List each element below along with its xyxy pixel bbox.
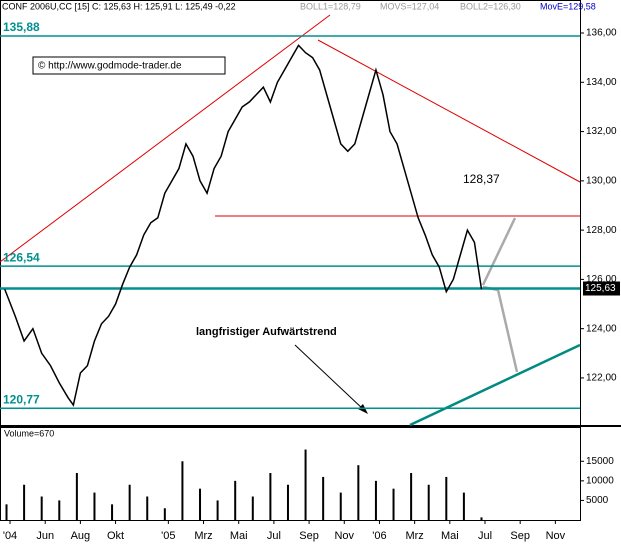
- annotation: langfristiger Aufwärtstrend: [196, 326, 337, 338]
- x-tick-label: '05: [161, 530, 175, 542]
- indicator: MovE=129,58: [540, 1, 596, 11]
- x-tick-label: Aug: [71, 530, 91, 542]
- price-line: [4, 44, 483, 407]
- arrow: [294, 344, 365, 411]
- volume-title: Volume=670: [4, 428, 54, 438]
- y-tick-label: 130,00: [586, 175, 617, 186]
- uptrend-line: [409, 343, 581, 427]
- arrow-head: [358, 404, 368, 414]
- copyright: © http://www.godmode-trader.de: [38, 61, 182, 72]
- volume-bar: [128, 484, 131, 520]
- volume-bar: [480, 517, 483, 520]
- x-tick-label: Sep: [299, 530, 319, 542]
- y-tick-label: 124,00: [586, 323, 617, 334]
- volume-bar: [23, 484, 26, 520]
- trend-line: [317, 39, 581, 183]
- volume-bar: [286, 484, 289, 520]
- y-tick-label: 126,00: [586, 274, 617, 285]
- x-tick-label: Mrz: [194, 530, 212, 542]
- volume-bar: [304, 449, 307, 520]
- volume-bar: [93, 492, 96, 520]
- last-price-box: [583, 281, 620, 296]
- y-tick-label: 136,00: [586, 28, 617, 39]
- volume-bar: [410, 473, 413, 520]
- x-tick-label: Okt: [107, 530, 124, 542]
- last-price-label: 125,63: [585, 283, 616, 294]
- volume-bar: [181, 461, 184, 520]
- volume-bar: [374, 480, 377, 520]
- y-tick-label: 122,00: [586, 373, 617, 384]
- volume-bar: [40, 496, 43, 520]
- x-tick-label: '06: [372, 530, 386, 542]
- y-tick-label: 15000: [586, 456, 614, 467]
- volume-bar: [75, 473, 78, 520]
- volume-bar: [216, 500, 219, 520]
- volume-bar: [269, 473, 272, 520]
- y-tick-label: 10000: [586, 475, 614, 486]
- y-tick-label: 5000: [586, 495, 609, 506]
- trend-line: [0, 14, 331, 263]
- x-tick-label: Mrz: [405, 530, 423, 542]
- x-tick-label: Sep: [510, 530, 530, 542]
- volume-bar: [251, 496, 254, 520]
- x-tick-label: Nov: [334, 530, 354, 542]
- x-tick-label: '04: [3, 530, 17, 542]
- volume-bar: [234, 480, 237, 520]
- y-tick-label: 128,00: [586, 225, 617, 236]
- y-tick-label: 134,00: [586, 77, 617, 88]
- indicator: BOLL2=126,30: [460, 1, 521, 11]
- indicator: BOLL1=128,79: [300, 1, 361, 11]
- projection: [481, 217, 517, 286]
- volume-bar: [427, 484, 430, 520]
- x-tick-label: Nov: [546, 530, 566, 542]
- header: CONF 2006U,CC [15] C: 125,63 H: 125,91 L…: [2, 1, 236, 11]
- x-tick-label: Jul: [267, 530, 281, 542]
- target-label: 128,37: [463, 172, 500, 186]
- copyright-box: © http://www.godmode-trader.de: [32, 56, 226, 75]
- x-tick-label: Mai: [441, 530, 459, 542]
- volume-bar: [111, 504, 114, 520]
- volume-bar: [339, 492, 342, 520]
- level-label: 135,88: [3, 20, 40, 34]
- x-tick-label: Jul: [478, 530, 492, 542]
- x-tick-label: Jun: [36, 530, 54, 542]
- volume-bar: [445, 476, 448, 520]
- volume-bar: [392, 488, 395, 520]
- volume-bar: [462, 492, 465, 520]
- indicator: MOVS=127,04: [380, 1, 439, 11]
- x-tick-label: Mai: [230, 530, 248, 542]
- level-label: 126,54: [3, 250, 40, 264]
- level-label: 120,77: [3, 392, 40, 406]
- volume-frame: [0, 427, 581, 521]
- volume-bar: [5, 504, 8, 520]
- y-tick-label: 132,00: [586, 126, 617, 137]
- volume-bar: [58, 500, 61, 520]
- volume-bar: [199, 488, 202, 520]
- volume-bar: [357, 465, 360, 520]
- volume-bar: [146, 496, 149, 520]
- volume-bar: [322, 476, 325, 520]
- volume-bar: [163, 508, 166, 520]
